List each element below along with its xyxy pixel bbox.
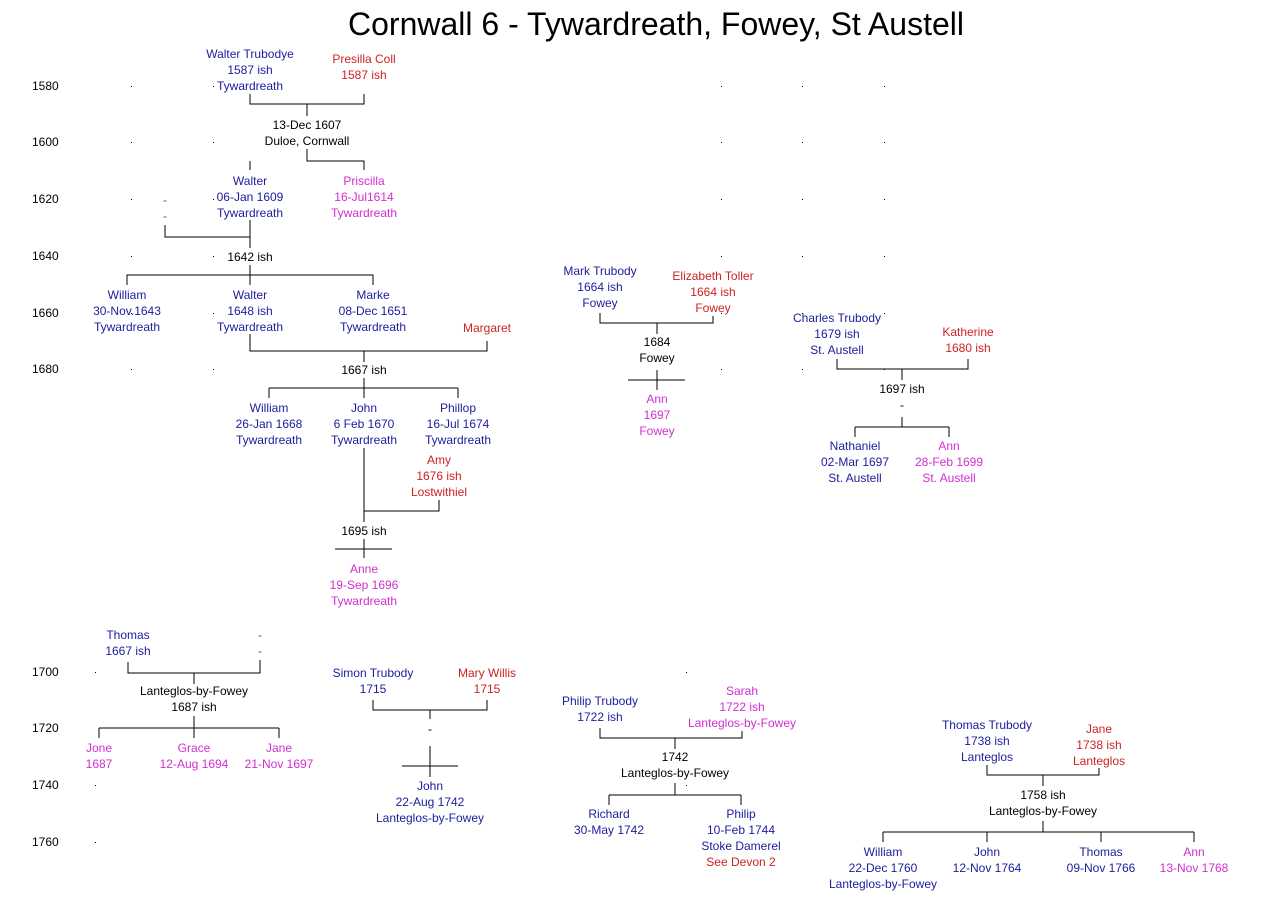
- couple-connector: [836, 359, 969, 370]
- single-child-line: [628, 370, 685, 390]
- person-mark-trubody: Mark Trubody 1664 ish Fowey: [563, 264, 637, 310]
- single-child-line: [402, 746, 458, 777]
- person-william-1760: William 22-Dec 1760 Lanteglos-by-Fowey: [828, 845, 938, 891]
- person-ann-1768: Ann 13-Nov 1768: [1159, 845, 1229, 875]
- person-ann-1699: Ann 28-Feb 1699 St. Austell: [914, 439, 984, 485]
- page-title: Cornwall 6 - Tywardreath, Fowey, St Aust…: [348, 6, 964, 42]
- year-label: 1720: [32, 721, 59, 735]
- couple-connector: [249, 94, 365, 105]
- person-presilla-coll: Presilla Coll 1587 ish: [332, 52, 396, 82]
- year-label: 1660: [32, 306, 59, 320]
- children-bracket: [268, 378, 459, 398]
- person-walter-trubodye: Walter Trubodye 1587 ish Tywardreath: [206, 47, 294, 93]
- person-jone-1687: Jone 1687: [85, 741, 113, 771]
- person-margaret: Margaret: [462, 321, 512, 335]
- person-katherine: Katherine 1680 ish: [942, 325, 994, 355]
- person-walter-1648: Walter 1648 ish Tywardreath: [216, 288, 284, 334]
- person-nathaniel-1697: Nathaniel 02-Mar 1697 St. Austell: [820, 439, 890, 485]
- person-john-1670: John 6 Feb 1670 Tywardreath: [330, 401, 398, 447]
- marriage-1695: 1695 ish: [341, 524, 387, 538]
- person-jane-1738: Jane 1738 ish Lanteglos: [1072, 722, 1126, 768]
- person-richard-1742: Richard 30-May 1742: [573, 807, 645, 837]
- person-unknown-wife: --: [163, 193, 167, 223]
- children-bracket: [126, 265, 374, 285]
- marriage-1742: 1742 Lanteglos-by-Fowey: [620, 750, 730, 780]
- person-john-1764: John 12-Nov 1764: [952, 845, 1022, 875]
- person-unknown-wife: --: [258, 628, 262, 658]
- person-charles-trubody: Charles Trubody 1679 ish St. Austell: [792, 311, 882, 357]
- person-amy-1676: Amy 1676 ish Lostwithiel: [410, 453, 468, 499]
- person-priscilla-1614: Priscilla 16-Jul1614 Tywardreath: [330, 174, 398, 220]
- person-thomas-1766: Thomas 09-Nov 1766: [1066, 845, 1136, 875]
- person-william-1643: William 30-Nov.1643 Tywardreath: [93, 288, 161, 334]
- marriage-1687: Lanteglos-by-Fowey 1687 ish: [139, 684, 249, 714]
- person-marke-1651: Marke 08-Dec 1651 Tywardreath: [338, 288, 408, 334]
- person-sarah-1722: Sarah 1722 ish Lanteglos-by-Fowey: [687, 684, 797, 730]
- person-jane-1697: Jane 21-Nov 1697: [244, 741, 314, 771]
- year-label: 1580: [32, 79, 59, 93]
- year-label: 1740: [32, 778, 59, 792]
- person-grace-1694: Grace 12-Aug 1694: [159, 741, 229, 771]
- couple-connector: [599, 728, 743, 739]
- couple-connector: [363, 448, 440, 512]
- year-label: 1700: [32, 665, 59, 679]
- person-elizabeth-toller: Elizabeth Toller 1664 ish Fowey: [672, 269, 754, 315]
- descent-line: [306, 149, 365, 170]
- person-thomas-1667: Thomas 1667 ish: [105, 628, 151, 658]
- person-william-1668: William 26-Jan 1668 Tywardreath: [235, 401, 303, 447]
- year-label: 1600: [32, 135, 59, 149]
- couple-connector: [372, 700, 488, 711]
- cross-reference-note: See Devon 2: [706, 855, 776, 869]
- children-bracket: [854, 417, 950, 437]
- marriage-1758: 1758 ish Lanteglos-by-Fowey: [988, 788, 1098, 818]
- marriage-1642: 1642 ish: [227, 250, 273, 264]
- marriage-1607: 13-Dec 1607 Duloe, Cornwall: [264, 118, 350, 148]
- single-child-line: [335, 539, 392, 558]
- couple-connector: [127, 660, 261, 674]
- children-bracket: [882, 821, 1195, 842]
- year-label: 1640: [32, 249, 59, 263]
- children-bracket: [98, 716, 280, 738]
- marriage-1684: 1684 Fowey: [639, 335, 675, 365]
- person-philip-trubody: Philip Trubody 1722 ish: [561, 694, 639, 724]
- children-bracket: [608, 783, 742, 805]
- year-label: 1680: [32, 362, 59, 376]
- person-philip-1744: Philip 10-Feb 1744 Stoke Damerel: [701, 807, 781, 853]
- marriage-1667: 1667 ish: [341, 363, 387, 377]
- person-anne-1696: Anne 19-Sep 1696 Tywardreath: [329, 562, 399, 608]
- person-john-1742: John 22-Aug 1742 Lanteglos-by-Fowey: [375, 779, 485, 825]
- person-thomas-trubody-1738: Thomas Trubody 1738 ish Lanteglos: [941, 718, 1033, 764]
- year-label: 1760: [32, 835, 59, 849]
- couple-connector: [249, 334, 488, 352]
- marriage-1697: 1697 ish -: [879, 382, 925, 412]
- person-ann-1697-fowey: Ann 1697 Fowey: [639, 392, 675, 438]
- grid-dots: [95, 86, 885, 843]
- person-phillop-1674: Phillop 16-Jul 1674 Tywardreath: [424, 401, 492, 447]
- person-mary-willis: Mary Willis 1715: [458, 666, 516, 696]
- person-simon-trubody: Simon Trubody 1715: [332, 666, 414, 696]
- year-label: 1620: [32, 192, 59, 206]
- person-walter-1609: Walter 06-Jan 1609 Tywardreath: [216, 174, 284, 220]
- couple-connector: [164, 220, 251, 238]
- marriage-unknown: -: [428, 722, 432, 736]
